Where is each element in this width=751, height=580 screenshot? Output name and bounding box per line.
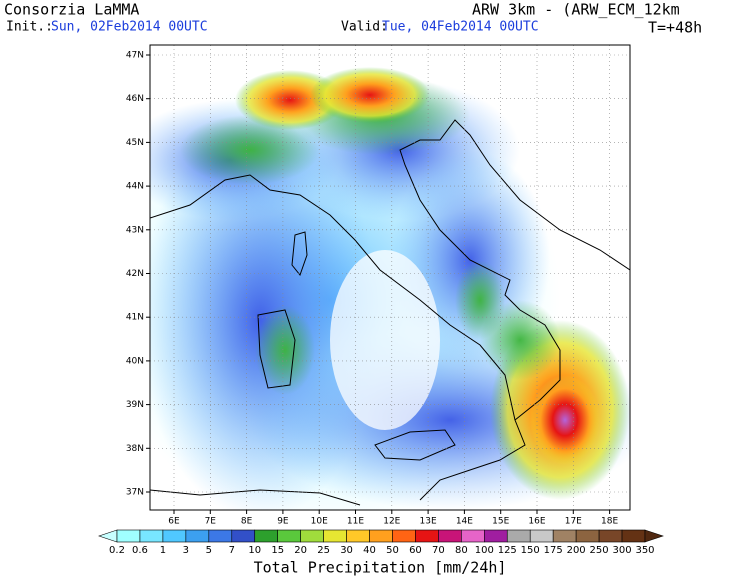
lat-label: 45N <box>126 138 144 148</box>
init-value: Sun, 02Feb2014 00UTC <box>51 20 208 35</box>
colorbar-label: 7 <box>229 545 235 556</box>
colorbar-label: 60 <box>409 545 422 556</box>
lon-label: 13E <box>420 517 437 527</box>
lat-label: 37N <box>126 488 144 498</box>
lat-label: 42N <box>126 269 144 279</box>
colorbar-label: 0.2 <box>109 545 125 556</box>
colorbar-label: 20 <box>294 545 307 556</box>
colorbar-box <box>438 529 462 543</box>
lon-label: 9E <box>277 517 289 527</box>
colorbar-label: 1 <box>160 545 166 556</box>
lead-time: T=+48h <box>648 19 702 37</box>
model-name: ARW 3km - (ARW_ECM_12km <box>472 1 680 19</box>
colorbar-box <box>461 529 485 543</box>
colorbar-label: 100 <box>475 545 494 556</box>
valid-value: Tue, 04Feb2014 00UTC <box>382 20 539 35</box>
graticule <box>146 45 630 514</box>
colorbar-box <box>529 529 554 543</box>
colorbar-title: Total Precipitation [mm/24h] <box>254 559 507 577</box>
colorbar-box <box>139 529 164 543</box>
lon-label: 10E <box>311 517 328 527</box>
lat-label: 43N <box>126 225 144 235</box>
colorbar-box <box>185 529 210 543</box>
lon-label: 6E <box>168 517 180 527</box>
lon-label: 11E <box>347 517 364 527</box>
colorbar-label: 3 <box>183 545 189 556</box>
lat-label: 40N <box>126 356 144 366</box>
colorbar-box <box>208 529 233 543</box>
lon-label: 7E <box>205 517 217 527</box>
init-label: Init.: <box>6 20 53 35</box>
colorbar-box <box>346 529 370 543</box>
colorbar-label: 5 <box>206 545 212 556</box>
lon-label: 18E <box>601 517 618 527</box>
colorbar: 0.2 0.6 1 3 5 7 10 15 20 25 30 40 50 60 70 80 100 125 150 1… <box>98 529 664 556</box>
colorbar-label: 30 <box>340 545 353 556</box>
colorbar-box <box>323 529 347 543</box>
colorbar-box <box>598 529 623 543</box>
lat-label: 41N <box>126 313 144 323</box>
colorbar-box <box>552 529 577 543</box>
lon-label: 12E <box>383 517 400 527</box>
lon-label: 16E <box>528 517 545 527</box>
colorbar-label: 175 <box>544 545 563 556</box>
colorbar-box <box>116 529 141 543</box>
colorbar-box <box>392 529 416 543</box>
colorbar-box <box>621 529 646 543</box>
colorbar-label: 50 <box>386 545 399 556</box>
colorbar-label: 200 <box>567 545 586 556</box>
map-frame <box>149 44 631 511</box>
colorbar-box <box>300 529 324 543</box>
colorbar-box <box>231 529 256 543</box>
org-name: Consorzia LaMMA <box>4 1 139 19</box>
colorbar-label: 125 <box>498 545 517 556</box>
colorbar-label: 15 <box>271 545 284 556</box>
lon-label: 17E <box>565 517 582 527</box>
colorbar-box <box>575 529 600 543</box>
colorbar-end <box>644 529 664 543</box>
lat-label: 39N <box>126 400 144 410</box>
colorbar-label: 25 <box>317 545 330 556</box>
colorbar-box <box>369 529 393 543</box>
colorbar-label: 40 <box>363 545 376 556</box>
colorbar-box <box>484 529 508 543</box>
colorbar-label: 300 <box>612 545 631 556</box>
lon-label: 14E <box>456 517 473 527</box>
colorbar-box <box>415 529 439 543</box>
colorbar-label: 150 <box>521 545 540 556</box>
precip-field <box>150 45 630 510</box>
colorbar-box <box>506 529 531 543</box>
colorbar-label: 80 <box>455 545 468 556</box>
lon-label: 15E <box>492 517 509 527</box>
lat-label: 47N <box>126 51 144 61</box>
lon-label: 8E <box>241 517 253 527</box>
colorbar-label: 70 <box>432 545 445 556</box>
colorbar-box <box>162 529 187 543</box>
lat-label: 44N <box>126 182 144 192</box>
axis-labels: 47N 46N 45N 44N 43N 42N 41N 40N 39N 38N 37N 6E 7E 8E 9… <box>126 51 619 527</box>
colorbar-label: 250 <box>590 545 609 556</box>
colorbar-box <box>277 529 301 543</box>
lat-label: 46N <box>126 94 144 104</box>
colorbar-label: 350 <box>635 545 654 556</box>
valid-label: Valid: <box>341 20 388 35</box>
colorbar-end <box>98 529 118 543</box>
colorbar-label: 10 <box>248 545 261 556</box>
lat-label: 38N <box>126 444 144 454</box>
colorbar-label: 0.6 <box>132 545 148 556</box>
colorbar-box <box>254 529 278 543</box>
